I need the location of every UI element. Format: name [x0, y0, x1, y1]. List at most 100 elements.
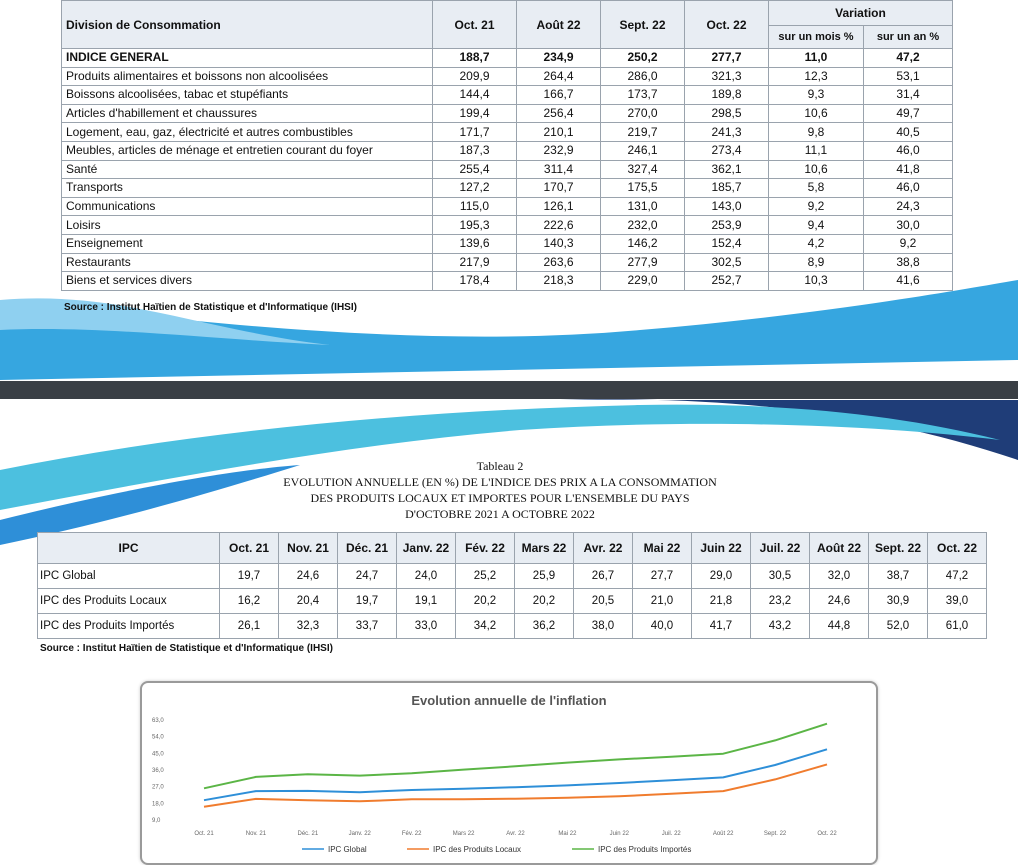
cell-value: 362,1 [684, 159, 769, 180]
cell-value: 286,0 [600, 66, 685, 87]
cell-value: 27,7 [632, 563, 692, 589]
cell-value: 152,4 [684, 233, 769, 254]
cell-value: 146,2 [600, 233, 685, 254]
cell-value: 9,4 [768, 215, 864, 235]
table-row: IPC des Produits Locaux 16,2 20,4 19,7 19,1 2… [37, 588, 987, 614]
cell-value: 185,7 [684, 178, 769, 198]
header-month: Août 22 [516, 0, 601, 49]
cell-value: 10,3 [768, 271, 864, 291]
table-row: Transports 127,2 170,7 175,5 185,7 5,8 46,0 [61, 178, 953, 198]
cell-value: 24,3 [863, 196, 953, 217]
cell-value: 25,9 [514, 563, 574, 589]
header-month: Déc. 21 [337, 532, 397, 564]
cell-value: 222,6 [516, 215, 601, 235]
cell-value: 40,0 [632, 613, 692, 639]
cell-value: 19,1 [396, 588, 456, 614]
title-line: Tableau 2 [476, 459, 524, 473]
title-line: EVOLUTION ANNUELLE (EN %) DE L'INDICE DE… [283, 475, 717, 489]
cell-value: 273,4 [684, 140, 769, 161]
cell-value: 229,0 [600, 271, 685, 291]
cell-value: 44,8 [809, 613, 869, 639]
cell-value: 38,0 [573, 613, 633, 639]
x-tick-label: Oct. 21 [194, 831, 214, 837]
cell-value: 52,0 [868, 613, 928, 639]
chart-title: Evolution annuelle de l'inflation [411, 693, 606, 708]
cell-value: 277,9 [600, 252, 685, 273]
row-label: Loisirs [61, 215, 433, 235]
cell-value: 144,4 [432, 85, 517, 105]
cell-value: 187,3 [432, 140, 517, 161]
cell-value: 46,0 [863, 140, 953, 161]
cell-value: 171,7 [432, 122, 517, 142]
middle-wave-navy [560, 399, 1018, 460]
cell-value: 30,5 [750, 563, 810, 589]
cell-value: 47,2 [927, 563, 987, 589]
header-month: Oct. 22 [684, 0, 769, 49]
table-row: Communications 115,0 126,1 131,0 143,0 9,2 24,… [61, 196, 953, 217]
cell-value: 166,7 [516, 85, 601, 105]
legend-label: IPC des Produits Locaux [433, 845, 521, 854]
table-row: IPC Global 19,7 24,6 24,7 24,0 25,2 25,9 26,7 27… [37, 563, 987, 589]
cell-value: 302,5 [684, 252, 769, 273]
header-month: Juin 22 [691, 532, 751, 564]
cell-value: 20,5 [573, 588, 633, 614]
x-tick-label: Déc. 21 [297, 831, 318, 837]
cell-value: 26,7 [573, 563, 633, 589]
cell-value: 61,0 [927, 613, 987, 639]
cell-value: 16,2 [219, 588, 279, 614]
cell-value: 32,3 [278, 613, 338, 639]
cell-value: 32,0 [809, 563, 869, 589]
cell-value: 31,4 [863, 85, 953, 105]
cell-value: 24,6 [278, 563, 338, 589]
inflation-chart: Evolution annuelle de l'inflation 63,0 54,… [140, 681, 878, 865]
cell-value: 53,1 [863, 66, 953, 87]
table-row: Produits alimentaires et boissons non al… [61, 66, 953, 87]
y-tick-label: 18,0 [152, 801, 164, 807]
cell-value: 234,9 [516, 48, 601, 68]
row-label: Boissons alcoolisées, tabac et stupéfian… [61, 85, 433, 105]
cell-value: 246,1 [600, 140, 685, 161]
row-label: Meubles, articles de ménage et entretien… [61, 140, 433, 161]
cell-value: 46,0 [863, 178, 953, 198]
cell-value: 10,6 [768, 159, 864, 180]
cell-value: 140,3 [516, 233, 601, 254]
cell-value: 139,6 [432, 233, 517, 254]
cell-value: 12,3 [768, 66, 864, 87]
cell-value: 5,8 [768, 178, 864, 198]
table-row: Santé 255,4 311,4 327,4 362,1 10,6 41,8 [61, 159, 953, 180]
cell-value: 321,3 [684, 66, 769, 87]
cell-value: 250,2 [600, 48, 685, 68]
row-label: IPC Global [37, 563, 220, 589]
header-month: Avr. 22 [573, 532, 633, 564]
cell-value: 270,0 [600, 103, 685, 124]
cell-value: 255,4 [432, 159, 517, 180]
cell-value: 30,9 [868, 588, 928, 614]
cell-value: 195,3 [432, 215, 517, 235]
header-month: Sept. 22 [868, 532, 928, 564]
cell-value: 30,0 [863, 215, 953, 235]
row-label: Produits alimentaires et boissons non al… [61, 66, 433, 87]
cell-value: 232,9 [516, 140, 601, 161]
cell-value: 8,9 [768, 252, 864, 273]
y-tick-label: 9,0 [152, 818, 161, 824]
cell-value: 33,7 [337, 613, 397, 639]
table-row: IPC des Produits Importés 26,1 32,3 33,7 33,… [37, 613, 987, 639]
row-label: Enseignement [61, 233, 433, 254]
table-row: Biens et services divers 178,4 218,3 229,0 2… [61, 271, 953, 291]
cell-value: 19,7 [337, 588, 397, 614]
series-line-ipc-global [203, 748, 828, 802]
cell-value: 11,1 [768, 140, 864, 161]
cell-value: 219,7 [600, 122, 685, 142]
cell-value: 47,2 [863, 48, 953, 68]
table-row: Meubles, articles de ménage et entretien… [61, 140, 953, 161]
cell-value: 143,0 [684, 196, 769, 217]
header-month: Mai 22 [632, 532, 692, 564]
header-month: Oct. 21 [432, 0, 517, 49]
cell-value: 20,2 [455, 588, 515, 614]
header-month: Janv. 22 [396, 532, 456, 564]
x-tick-label: Avr. 22 [506, 831, 525, 837]
ipc-evolution-table: IPC Oct. 21 Nov. 21 Déc. 21 Janv. 22 Fév. 22 M… [37, 532, 987, 639]
cell-value: 49,7 [863, 103, 953, 124]
cell-value: 33,0 [396, 613, 456, 639]
cell-value: 19,7 [219, 563, 279, 589]
